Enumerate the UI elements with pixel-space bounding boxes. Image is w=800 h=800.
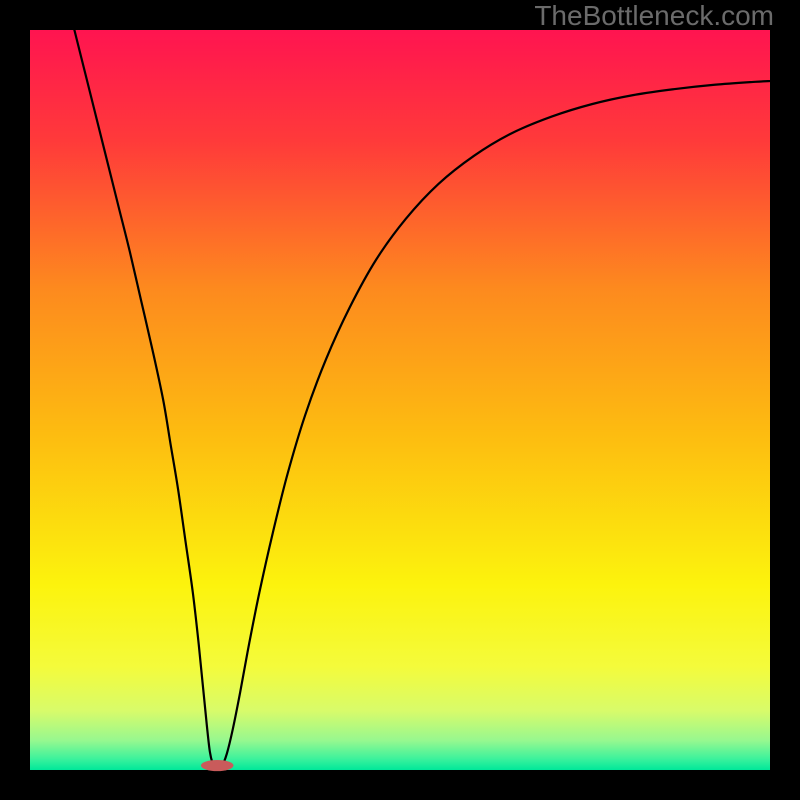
bottleneck-curve xyxy=(74,30,770,771)
curve-overlay xyxy=(0,0,800,800)
watermark-text: TheBottleneck.com xyxy=(534,0,774,32)
chart-stage: TheBottleneck.com xyxy=(0,0,800,800)
minimum-marker xyxy=(201,760,234,771)
